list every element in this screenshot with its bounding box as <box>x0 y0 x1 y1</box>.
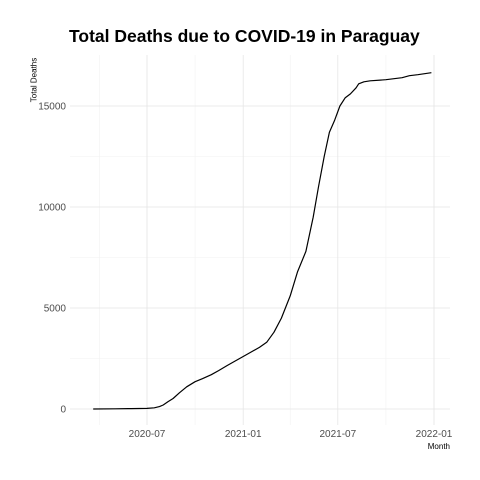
x-tick-label: 2021-01 <box>225 429 262 440</box>
chart-title: Total Deaths due to COVID-19 in Paraguay <box>69 26 420 46</box>
x-tick-label: 2022-01 <box>416 429 453 440</box>
y-tick-label: 0 <box>60 405 66 416</box>
y-tick-label: 5000 <box>44 304 67 315</box>
grid <box>70 55 450 425</box>
x-axis-label: Month <box>427 442 450 451</box>
y-tick-label: 10000 <box>38 203 66 214</box>
x-tick-label: 2020-07 <box>129 429 166 440</box>
y-tick-label: 15000 <box>38 102 66 113</box>
x-ticks: 2020-07 2021-01 2021-07 2022-01 <box>129 429 453 440</box>
series-line-total-deaths <box>93 72 432 410</box>
y-ticks: 0 5000 10000 15000 <box>38 102 66 416</box>
series <box>93 72 432 410</box>
x-tick-label: 2021-07 <box>319 429 356 440</box>
